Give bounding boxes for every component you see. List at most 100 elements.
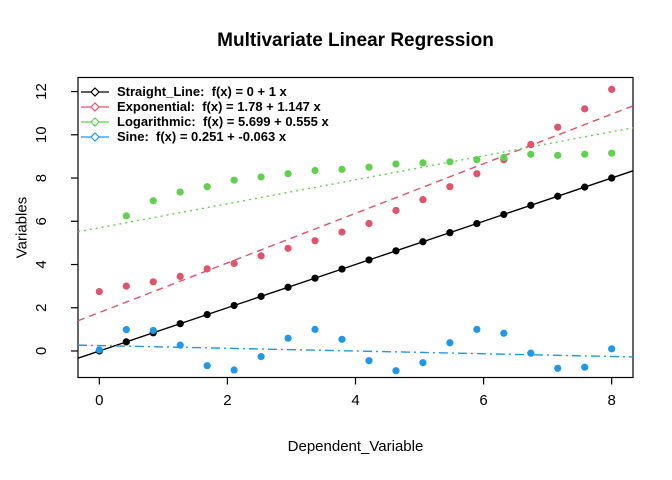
y-tick-label: 10 — [33, 126, 50, 143]
data-point-logarithmic — [608, 149, 616, 157]
data-point-sine — [122, 325, 130, 334]
data-point-exponential — [176, 272, 184, 281]
y-tick-label: 6 — [33, 217, 50, 225]
data-point-exponential — [122, 282, 130, 290]
data-point-straight_line — [581, 183, 589, 191]
y-tick-label: 12 — [33, 83, 50, 100]
data-point-straight_line — [446, 229, 454, 237]
y-axis-label: Variables — [13, 196, 31, 259]
data-point-exponential — [527, 140, 535, 149]
data-point-sine — [554, 364, 562, 372]
data-point-straight_line — [554, 192, 562, 200]
data-point-exponential — [581, 105, 589, 113]
data-point-sine — [446, 339, 454, 347]
data-point-logarithmic — [311, 166, 319, 175]
data-point-logarithmic — [419, 159, 427, 167]
data-point-exponential — [554, 123, 562, 131]
data-point-straight_line — [473, 219, 481, 228]
data-point-sine — [392, 367, 400, 375]
y-tick-label: 2 — [33, 304, 50, 312]
data-point-sine — [527, 349, 535, 357]
y-tick-label: 8 — [33, 174, 50, 182]
data-point-logarithmic — [554, 151, 562, 159]
data-point-exponential — [203, 265, 211, 273]
data-point-exponential — [608, 85, 616, 93]
fit-line-exponential — [77, 105, 634, 322]
data-point-straight_line — [500, 210, 508, 219]
data-point-logarithmic — [338, 165, 346, 173]
data-point-straight_line — [365, 256, 373, 264]
data-point-straight_line — [257, 292, 265, 300]
line-diamond-marker-icon — [81, 86, 109, 97]
data-point-logarithmic — [176, 188, 184, 196]
line-diamond-marker-icon — [81, 131, 109, 142]
fit-line-sine — [77, 344, 634, 358]
data-point-logarithmic — [365, 163, 373, 171]
data-point-straight_line — [230, 301, 238, 310]
data-point-exponential — [149, 278, 157, 286]
data-point-straight_line — [527, 201, 535, 209]
x-tick-label: 4 — [351, 392, 359, 409]
data-point-straight_line — [392, 247, 400, 255]
legend-item-sine: Sine: f(x) = 0.251 + -0.063 x — [80, 129, 329, 144]
data-point-logarithmic — [149, 197, 157, 205]
data-point-sine — [338, 335, 346, 343]
x-axis-label: Dependent_Variable — [287, 438, 424, 455]
legend-label: Sine: f(x) = 0.251 + -0.063 x — [117, 129, 287, 144]
fit-line-logarithmic — [77, 127, 634, 233]
legend-label: Logarithmic: f(x) = 5.699 + 0.555 x — [117, 114, 329, 129]
data-point-sine — [257, 353, 265, 361]
data-point-sine — [473, 325, 481, 333]
data-point-logarithmic — [284, 170, 292, 178]
data-point-straight_line — [176, 320, 184, 328]
data-point-exponential — [95, 287, 103, 296]
data-point-straight_line — [419, 238, 427, 246]
legend: Straight_Line: f(x) = 0 + 1 x Exponentia… — [80, 84, 329, 144]
data-point-sine — [311, 325, 319, 333]
data-point-sine — [203, 362, 211, 370]
y-tick-label: 0 — [33, 347, 50, 355]
data-point-sine — [284, 334, 292, 342]
data-point-sine — [500, 329, 508, 337]
data-point-exponential — [473, 170, 481, 178]
data-point-straight_line — [608, 174, 616, 182]
data-point-logarithmic — [581, 150, 589, 158]
legend-label: Exponential: f(x) = 1.78 + 1.147 x — [117, 99, 321, 114]
line-diamond-marker-icon — [81, 116, 109, 127]
data-point-exponential — [257, 252, 265, 260]
data-point-logarithmic — [230, 176, 238, 184]
data-point-sine — [230, 366, 238, 374]
legend-item-straight-line: Straight_Line: f(x) = 0 + 1 x — [80, 84, 329, 99]
data-point-exponential — [311, 237, 319, 245]
data-point-logarithmic — [446, 158, 454, 166]
data-point-sine — [95, 346, 103, 354]
x-tick-label: 6 — [479, 392, 487, 409]
data-point-straight_line — [284, 283, 292, 291]
data-point-logarithmic — [527, 150, 535, 158]
legend-label: Straight_Line: f(x) = 0 + 1 x — [117, 84, 287, 99]
data-point-sine — [419, 359, 427, 367]
x-tick-label: 2 — [223, 392, 231, 409]
data-point-logarithmic — [122, 212, 130, 220]
data-point-exponential — [446, 183, 454, 191]
legend-item-exponential: Exponential: f(x) = 1.78 + 1.147 x — [80, 99, 329, 114]
data-point-exponential — [392, 206, 400, 215]
data-point-exponential — [365, 219, 373, 228]
legend-item-logarithmic: Logarithmic: f(x) = 5.699 + 0.555 x — [80, 114, 329, 129]
data-point-straight_line — [311, 274, 319, 282]
y-tick-label: 4 — [33, 260, 50, 268]
data-point-sine — [365, 357, 373, 365]
x-tick-label: 8 — [608, 392, 616, 409]
data-point-sine — [176, 341, 184, 349]
data-point-exponential — [419, 196, 427, 204]
data-point-logarithmic — [203, 183, 211, 191]
x-tick-label: 0 — [95, 392, 103, 409]
data-point-straight_line — [122, 338, 130, 346]
data-point-exponential — [338, 228, 346, 236]
data-point-logarithmic — [473, 156, 481, 164]
line-diamond-marker-icon — [81, 101, 109, 112]
data-point-exponential — [230, 259, 238, 268]
data-point-exponential — [284, 244, 292, 252]
data-point-straight_line — [338, 265, 346, 273]
